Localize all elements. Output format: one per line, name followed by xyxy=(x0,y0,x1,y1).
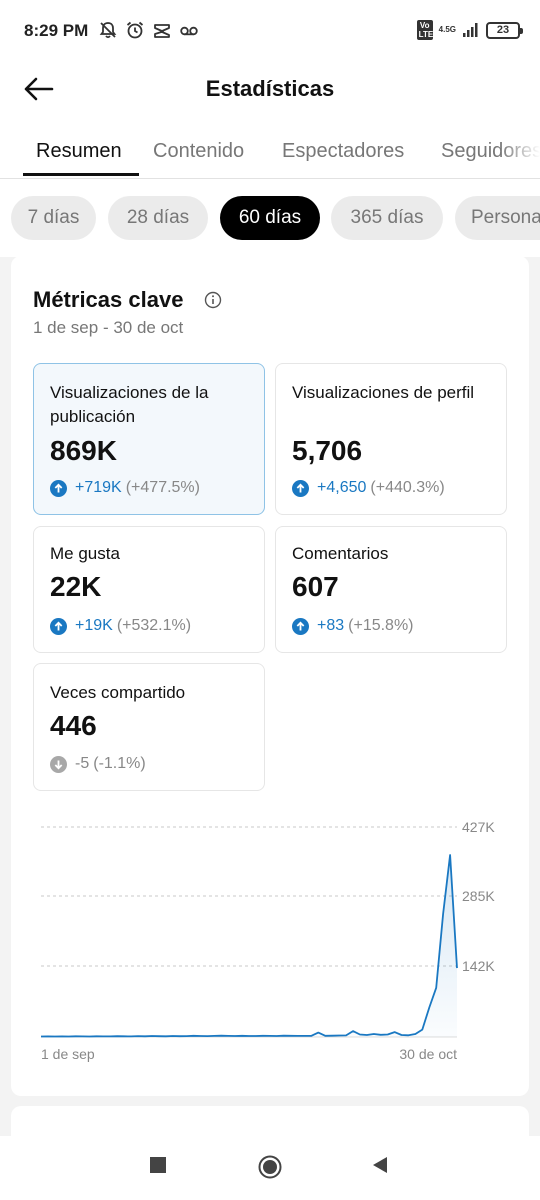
metric-value: 5,706 xyxy=(292,435,363,466)
status-bar: 8:29 PM Vo LTE 4.5G 23 xyxy=(0,0,540,62)
voicemail-icon xyxy=(180,26,198,36)
capcut-icon xyxy=(154,24,170,38)
metric-delta: +83 (+15.8%) xyxy=(292,617,414,635)
metric-profile-views[interactable]: Visualizaciones de perfil 5,706 +4,650 (… xyxy=(275,363,507,515)
filter-personalizado[interactable]: Personalizado xyxy=(455,196,540,240)
tab-espectadores[interactable]: Espectadores xyxy=(282,140,405,162)
chart-area xyxy=(41,855,457,1037)
filter-7-dias[interactable]: 7 días xyxy=(11,196,96,240)
y-tick-label: 142K xyxy=(462,958,495,974)
arrow-down-icon xyxy=(50,755,67,773)
header: Estadísticas xyxy=(0,62,540,124)
metric-post-views[interactable]: Visualizaciones de la publicación 869K +… xyxy=(33,363,265,515)
arrow-up-icon xyxy=(292,479,309,497)
delta-value: +83 xyxy=(317,617,345,634)
back-nav-icon[interactable] xyxy=(371,1156,389,1174)
recents-icon[interactable] xyxy=(149,1156,167,1174)
tab-resumen[interactable]: Resumen xyxy=(36,140,122,162)
arrow-up-icon xyxy=(50,617,67,635)
delta-value: +719K xyxy=(75,479,122,496)
delta-percent: (-1.1%) xyxy=(93,755,146,772)
metric-delta: -5 (-1.1%) xyxy=(50,755,146,773)
delta-percent: (+532.1%) xyxy=(116,617,192,634)
status-right: Vo LTE 4.5G 23 xyxy=(416,20,523,40)
filter-365-dias[interactable]: 365 días xyxy=(331,196,443,240)
x-start-label: 1 de sep xyxy=(41,1046,95,1062)
metric-value: 446 xyxy=(50,710,97,741)
date-range: 1 de sep - 30 de oct xyxy=(33,318,184,337)
arrow-up-icon xyxy=(292,617,309,635)
metric-likes[interactable]: Me gusta 22K +19K (+532.1%) xyxy=(33,526,265,653)
info-icon[interactable] xyxy=(204,291,222,309)
metric-value: 607 xyxy=(292,571,339,602)
muted-notifications-icon xyxy=(99,22,117,39)
delta-value: +19K xyxy=(75,617,113,634)
metric-label: Me gusta xyxy=(50,544,120,563)
active-tab-indicator xyxy=(23,173,139,176)
status-icons xyxy=(98,20,199,40)
system-nav-bar xyxy=(0,1136,540,1200)
home-icon[interactable] xyxy=(258,1155,282,1179)
chart-line xyxy=(40,854,458,1038)
key-metrics-title: Métricas clave xyxy=(33,287,184,312)
arrow-up-icon xyxy=(50,479,67,497)
metric-delta: +719K (+477.5%) xyxy=(50,479,200,497)
date-filter-bar: 7 días 28 días 60 días 365 días Personal… xyxy=(0,179,540,257)
delta-value: +4,650 xyxy=(317,479,367,496)
network-type: 4.5G xyxy=(438,25,456,34)
metric-delta: +4,650 (+440.3%) xyxy=(292,479,445,497)
views-trend-chart: 427K 285K 142K 1 de sep 30 de oct xyxy=(40,819,495,1062)
signal-icon xyxy=(463,23,478,37)
y-tick-label: 285K xyxy=(462,888,495,904)
delta-percent: (+15.8%) xyxy=(348,617,414,634)
delta-percent: (+477.5%) xyxy=(125,479,200,496)
metric-value: 869K xyxy=(50,435,117,466)
delta-percent: (+440.3%) xyxy=(370,479,445,496)
filter-28-dias[interactable]: 28 días xyxy=(108,196,208,240)
filter-60-dias[interactable]: 60 días xyxy=(220,196,320,240)
metric-label: Veces compartido xyxy=(50,683,186,702)
volte-badge: Vo LTE xyxy=(416,20,434,40)
key-metrics-card: Métricas clave 1 de sep - 30 de oct Visu… xyxy=(11,256,529,1096)
metric-value: 22K xyxy=(50,571,102,602)
status-time: 8:29 PM xyxy=(24,21,89,40)
metric-label: Visualizaciones de la publicación xyxy=(50,383,209,426)
metric-shares[interactable]: Veces compartido 446 -5 (-1.1%) xyxy=(33,663,265,791)
y-tick-label: 427K xyxy=(462,819,495,835)
tab-contenido[interactable]: Contenido xyxy=(153,140,245,162)
x-end-label: 30 de oct xyxy=(399,1046,457,1062)
page-title: Estadísticas xyxy=(205,76,335,101)
metric-label: Visualizaciones de perfil xyxy=(292,383,475,402)
battery-icon: 23 xyxy=(486,21,523,39)
metric-label: Comentarios xyxy=(292,544,389,563)
metric-comments[interactable]: Comentarios 607 +83 (+15.8%) xyxy=(275,526,507,653)
alarm-icon xyxy=(126,21,144,39)
metric-delta: +19K (+532.1%) xyxy=(50,617,191,635)
tabs-fade xyxy=(500,124,540,178)
tab-bar: Resumen Contenido Espectadores Seguidore… xyxy=(0,124,540,179)
back-arrow-icon[interactable] xyxy=(22,74,56,104)
delta-value: -5 xyxy=(75,755,90,772)
